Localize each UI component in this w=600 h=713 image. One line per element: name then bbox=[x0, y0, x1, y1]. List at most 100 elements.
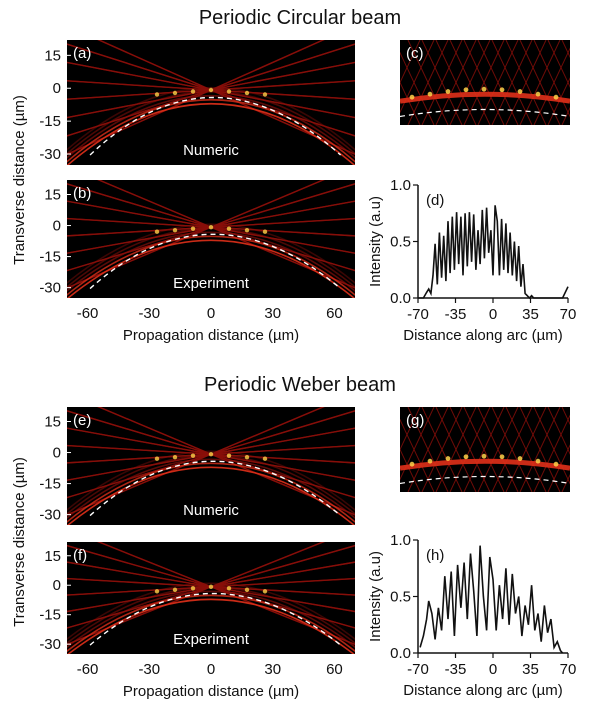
panel-label: (e) bbox=[73, 412, 91, 429]
x-tick-label: 30 bbox=[264, 661, 281, 678]
beam-ray bbox=[407, 407, 449, 492]
beam-hotspot bbox=[154, 456, 160, 461]
beam-ray bbox=[491, 407, 533, 492]
x-tick-label: 0 bbox=[489, 306, 497, 323]
x-tick-label: -30 bbox=[138, 305, 160, 322]
x-tick-label: 60 bbox=[326, 305, 343, 322]
x-axis-title: Propagation distance (µm) bbox=[123, 683, 299, 700]
beam-hotspot bbox=[226, 586, 232, 591]
panel-label: (g) bbox=[406, 412, 424, 429]
beam-hotspot bbox=[190, 226, 196, 231]
beam-hotspot bbox=[172, 90, 178, 96]
panel-background bbox=[67, 542, 355, 654]
beam-hotspot bbox=[409, 461, 415, 467]
y-tick-label: 15 bbox=[44, 413, 61, 430]
beam-hotspot bbox=[208, 87, 214, 93]
panel-label: (d) bbox=[426, 192, 444, 209]
x-tick-label: 70 bbox=[560, 306, 577, 323]
beam-hotspot bbox=[427, 91, 433, 97]
guide-curve bbox=[399, 475, 571, 485]
beam-hotspot bbox=[535, 458, 541, 464]
beam-ray bbox=[477, 40, 519, 125]
x-tick-label: 35 bbox=[522, 661, 539, 678]
y-tick-label: 0 bbox=[53, 445, 61, 462]
beam-pattern bbox=[67, 40, 355, 165]
beam-ray bbox=[435, 40, 477, 125]
panel-g: (g) bbox=[399, 407, 571, 492]
beam-caustic bbox=[67, 458, 355, 520]
x-tick-label: 0 bbox=[489, 661, 497, 678]
y-axis-title-text: Intensity (a.u) bbox=[367, 196, 384, 287]
y-tick-label: 0.0 bbox=[390, 645, 411, 662]
x-tick-label: -70 bbox=[407, 306, 429, 323]
beam-caustic bbox=[67, 466, 355, 525]
y-axis-title-top: Transverse distance (µm) bbox=[11, 95, 28, 265]
beam-hotspot bbox=[154, 229, 160, 234]
guide-curve bbox=[89, 233, 342, 290]
y-tick-label: -30 bbox=[39, 280, 61, 297]
panel-label: (c) bbox=[406, 45, 424, 62]
beam-ray bbox=[400, 448, 421, 492]
guide-curve bbox=[399, 108, 571, 118]
y-tick-label: -15 bbox=[39, 476, 61, 493]
beam-ray bbox=[400, 81, 421, 125]
y-tick-label: -30 bbox=[39, 507, 61, 524]
y-tick-label: 0.0 bbox=[390, 290, 411, 307]
y-tick-label: 0.5 bbox=[390, 234, 411, 251]
beam-hotspot bbox=[463, 454, 469, 460]
beam-ray bbox=[505, 40, 547, 125]
y-tick-label: 0.5 bbox=[390, 589, 411, 606]
beam-caustic bbox=[67, 594, 355, 653]
beam-hotspot bbox=[172, 587, 178, 592]
beam-ray bbox=[400, 407, 421, 451]
beam-caustic bbox=[67, 582, 355, 641]
beam-ray bbox=[505, 407, 547, 492]
x-tick-label: 0 bbox=[207, 661, 215, 678]
beam-hotspot bbox=[481, 453, 487, 459]
x-tick-label: -35 bbox=[445, 306, 467, 323]
y-tick-label: 0 bbox=[53, 577, 61, 594]
beam-pattern bbox=[67, 542, 355, 654]
beam-hotspot bbox=[172, 228, 178, 233]
beam-hotspot bbox=[244, 587, 250, 592]
beam-ray bbox=[533, 414, 570, 492]
beam-hotspot bbox=[190, 453, 196, 458]
panel-e: (e) Numeric 15 0 -15 -30 bbox=[39, 407, 355, 525]
beam-ray bbox=[407, 40, 449, 125]
beam-band bbox=[400, 91, 570, 104]
x-tick-label: -60 bbox=[77, 661, 99, 678]
beam-caustic bbox=[67, 94, 355, 159]
beam-ray bbox=[547, 444, 570, 492]
y-axis-title-bottom: Transverse distance (µm) bbox=[11, 457, 28, 627]
beam-pattern bbox=[67, 407, 355, 525]
beam-ray bbox=[400, 40, 421, 84]
panel-label: (a) bbox=[73, 45, 91, 62]
beam-ray bbox=[421, 407, 463, 492]
y-tick-label: -30 bbox=[39, 636, 61, 653]
beam-ray bbox=[400, 407, 435, 481]
section-title-circular: Periodic Circular beam bbox=[199, 7, 401, 29]
beam-hotspot bbox=[262, 92, 268, 97]
beam-hotspot bbox=[172, 455, 178, 460]
beam-ray bbox=[435, 407, 477, 492]
beam-caustic bbox=[67, 102, 355, 165]
svg-text:Transverse distance (µm): Transverse distance (µm) bbox=[11, 457, 28, 627]
y-tick-label: 15 bbox=[44, 186, 61, 203]
beam-hotspot bbox=[517, 89, 523, 94]
panels: (a) Numeric 15 0 -15 -30 (b) Experiment 15 0 -15 -3… bbox=[39, 40, 577, 700]
x-tick-label: 35 bbox=[522, 306, 539, 323]
beam-ray bbox=[400, 40, 435, 114]
beam-hotspot bbox=[226, 89, 232, 94]
beam-ray bbox=[463, 407, 505, 492]
beam-pattern bbox=[400, 40, 570, 125]
panel-a: (a) Numeric 15 0 -15 -30 bbox=[39, 40, 355, 165]
beam-hotspot bbox=[262, 229, 268, 234]
beam-caustic bbox=[67, 462, 355, 524]
guide-curve bbox=[89, 460, 342, 517]
beam-hotspot bbox=[427, 458, 433, 464]
y-tick-label: 0 bbox=[53, 80, 61, 97]
panel-annotation: Numeric bbox=[183, 502, 239, 519]
beam-ray bbox=[463, 40, 505, 125]
beam-ray bbox=[477, 407, 519, 492]
beam-ray bbox=[547, 77, 570, 125]
